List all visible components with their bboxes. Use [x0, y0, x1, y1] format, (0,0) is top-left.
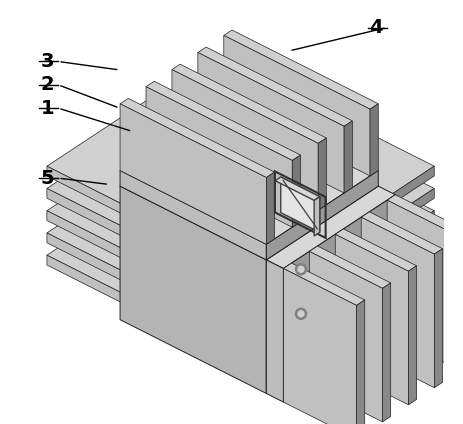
Polygon shape	[120, 98, 274, 178]
Polygon shape	[120, 225, 266, 309]
Text: 1: 1	[41, 99, 54, 117]
Polygon shape	[120, 92, 433, 277]
Polygon shape	[407, 266, 416, 405]
Circle shape	[297, 311, 303, 317]
Polygon shape	[120, 181, 433, 366]
Polygon shape	[47, 211, 266, 331]
Polygon shape	[386, 195, 463, 237]
Polygon shape	[47, 92, 377, 277]
Polygon shape	[120, 186, 266, 393]
Polygon shape	[266, 248, 377, 331]
Polygon shape	[266, 188, 433, 309]
Polygon shape	[266, 233, 433, 354]
Polygon shape	[266, 203, 377, 287]
Polygon shape	[266, 186, 394, 268]
Polygon shape	[266, 292, 377, 376]
Polygon shape	[47, 159, 377, 343]
Polygon shape	[266, 255, 433, 376]
Polygon shape	[335, 229, 416, 271]
Polygon shape	[335, 234, 407, 405]
Polygon shape	[47, 188, 266, 309]
Polygon shape	[382, 283, 390, 422]
Polygon shape	[120, 114, 433, 299]
Polygon shape	[280, 177, 319, 232]
Polygon shape	[369, 104, 377, 176]
Polygon shape	[459, 232, 463, 371]
Polygon shape	[292, 155, 300, 227]
Polygon shape	[120, 137, 433, 321]
Polygon shape	[283, 268, 356, 424]
Polygon shape	[47, 166, 266, 287]
Polygon shape	[223, 36, 369, 176]
Polygon shape	[309, 251, 382, 422]
Polygon shape	[433, 249, 442, 388]
Polygon shape	[360, 217, 433, 388]
Polygon shape	[47, 114, 377, 299]
Polygon shape	[223, 30, 377, 109]
Polygon shape	[120, 97, 377, 244]
Polygon shape	[120, 159, 433, 343]
Polygon shape	[120, 270, 266, 354]
Polygon shape	[47, 137, 377, 321]
Circle shape	[295, 264, 306, 275]
Circle shape	[297, 266, 303, 272]
Polygon shape	[197, 53, 344, 193]
Polygon shape	[266, 270, 377, 354]
Polygon shape	[47, 255, 266, 376]
Polygon shape	[266, 225, 377, 309]
Polygon shape	[47, 233, 266, 354]
Polygon shape	[360, 212, 442, 254]
Polygon shape	[47, 181, 377, 366]
Polygon shape	[266, 186, 377, 393]
Polygon shape	[266, 211, 433, 331]
Polygon shape	[266, 172, 274, 244]
Polygon shape	[172, 70, 318, 210]
Polygon shape	[318, 138, 325, 210]
Polygon shape	[120, 112, 377, 260]
Polygon shape	[309, 246, 390, 288]
Text: 5: 5	[41, 169, 54, 187]
Polygon shape	[120, 104, 266, 244]
Polygon shape	[283, 195, 394, 402]
Polygon shape	[120, 292, 266, 376]
Text: 2: 2	[41, 75, 54, 94]
Polygon shape	[344, 121, 351, 193]
Polygon shape	[266, 166, 433, 287]
Polygon shape	[120, 248, 266, 331]
Polygon shape	[356, 300, 364, 424]
Text: 4: 4	[369, 18, 382, 37]
Polygon shape	[146, 86, 292, 227]
Polygon shape	[283, 263, 364, 305]
Polygon shape	[146, 81, 300, 160]
Polygon shape	[120, 170, 266, 260]
Text: 3: 3	[41, 52, 54, 71]
Polygon shape	[275, 177, 319, 201]
Polygon shape	[386, 200, 459, 371]
Polygon shape	[266, 260, 283, 402]
Polygon shape	[172, 64, 325, 143]
Polygon shape	[120, 203, 266, 287]
Circle shape	[295, 308, 306, 319]
Polygon shape	[266, 170, 377, 260]
Polygon shape	[313, 197, 319, 236]
Polygon shape	[197, 47, 351, 126]
